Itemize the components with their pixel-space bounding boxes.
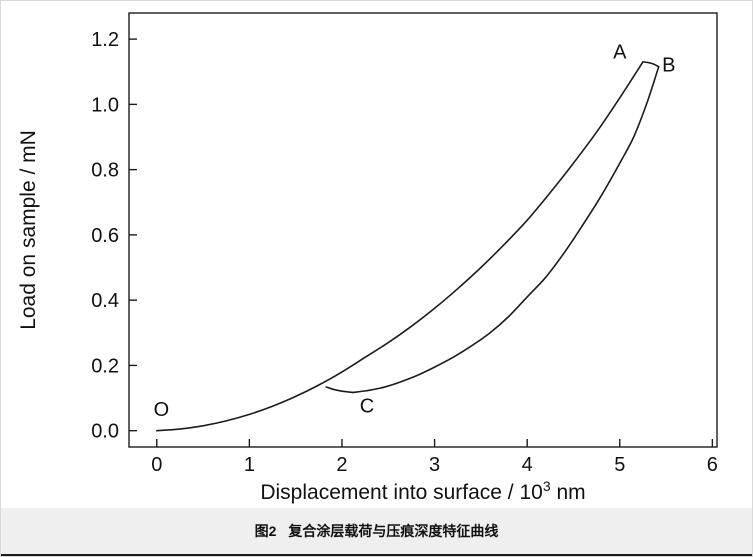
figure-caption-label: 图2 [254, 523, 277, 539]
y-tick-label: 1.0 [91, 94, 119, 116]
curve-unloading [352, 66, 660, 394]
curve-drift [325, 386, 354, 394]
x-tick-label: 3 [429, 454, 440, 476]
curve-hold [642, 61, 660, 68]
y-tick-label: 0.2 [91, 355, 119, 377]
x-tick-label: 2 [336, 454, 347, 476]
point-label-A: A [613, 42, 627, 64]
y-tick-label: 0.0 [91, 421, 119, 443]
y-tick-label: 0.6 [91, 225, 119, 247]
x-tick-label: 4 [522, 454, 533, 476]
y-tick-label: 1.2 [91, 29, 119, 51]
point-label-C: C [360, 396, 374, 418]
y-axis-label: Load on sample / mN [17, 130, 40, 330]
curve-loading [156, 61, 644, 432]
caption-bar: 图2 复合涂层载荷与压痕深度特征曲线 [1, 508, 752, 554]
indentation-curve-chart: 0 1 2 3 4 5 6 0.0 0.2 0.4 0.6 0.8 1.0 1.2 O A B C Displace… [1, 1, 752, 506]
bottom-rule [1, 554, 752, 556]
chart-svg: 0 1 2 3 4 5 6 0.0 0.2 0.4 0.6 0.8 1.0 1.2 O A B C Displace… [17, 12, 718, 504]
point-label-B: B [662, 55, 675, 77]
x-tick-label: 6 [707, 454, 718, 476]
plot-frame [128, 12, 718, 448]
x-axis-label: Displacement into surface / 103 nm [260, 478, 585, 504]
y-tick-label: 0.4 [91, 290, 119, 312]
figure-caption-text: 复合涂层载荷与压痕深度特征曲线 [288, 523, 499, 539]
point-label-O: O [154, 399, 170, 421]
x-tick-label: 0 [151, 454, 162, 476]
x-tick-label: 1 [244, 454, 255, 476]
x-tick-label: 5 [614, 454, 625, 476]
y-tick-label: 0.8 [91, 160, 119, 182]
